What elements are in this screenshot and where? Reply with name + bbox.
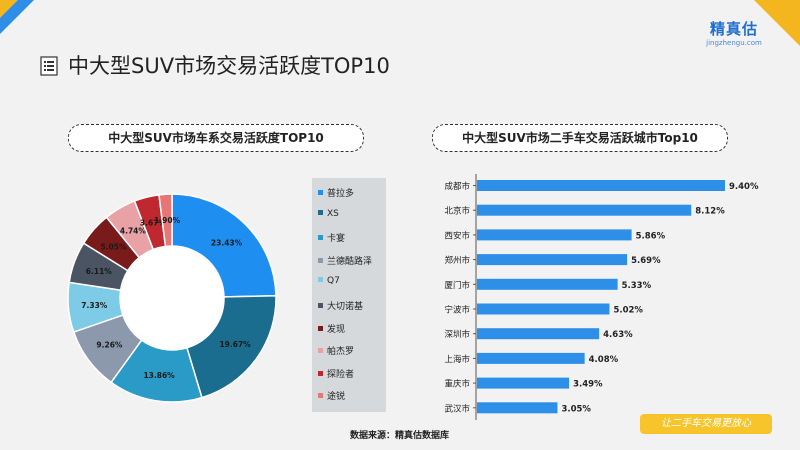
legend-item: 卡宴 (318, 231, 345, 244)
data-source-note: 数据来源：精真估数据库 (350, 431, 450, 441)
bar-category-label: 厦门市 (444, 280, 470, 291)
donut-slice-label: 4.74% (120, 227, 147, 236)
bar-value-label: 4.08% (589, 355, 619, 365)
donut-panel-title: 中大型SUV市场车系交易活跃度TOP10 (68, 124, 364, 152)
bar-panel-title: 中大型SUV市场二手车交易活跃城市Top10 (432, 124, 728, 152)
legend-item: 发现 (318, 322, 345, 335)
bar (477, 352, 585, 364)
donut-slice-label: 7.33% (81, 301, 108, 310)
bar-category-label: 西安市 (444, 230, 470, 241)
legend-item: 途锐 (318, 389, 345, 402)
page-title: 中大型SUV市场交易活跃度TOP10 (68, 54, 390, 78)
bar-category-label: 郑州市 (444, 255, 470, 266)
bar-value-label: 3.49% (573, 380, 603, 390)
donut-slice (171, 193, 277, 298)
bar-value-label: 5.69% (631, 256, 661, 266)
bar (477, 254, 628, 266)
legend-swatch (318, 303, 323, 308)
bar-category-label: 成都市 (444, 181, 470, 192)
donut-slice-label: 23.43% (211, 238, 243, 247)
bar-value-label: 9.40% (729, 182, 759, 192)
donut-chart: 23.43% 19.67% 13.86% 9.26% 7.33% 6.11% 5.05% 4.… (67, 193, 277, 403)
legend-label: XS (327, 208, 339, 219)
bar (477, 204, 692, 216)
legend-item: Q7 (318, 276, 340, 286)
corner-decoration-right (754, 0, 800, 46)
legend-swatch (318, 348, 323, 354)
donut-hole (121, 247, 223, 349)
legend-swatch (318, 370, 323, 376)
legend-label: 普拉多 (327, 189, 355, 199)
bar-category-label: 上海市 (444, 354, 470, 365)
legend-item: 帕杰罗 (318, 344, 354, 357)
bar (477, 328, 600, 340)
bar (477, 278, 618, 290)
donut-slice-label: 19.67% (219, 340, 251, 349)
donut-slice-label: 5.05% (100, 242, 127, 251)
donut-slice (158, 193, 173, 248)
legend-swatch (318, 209, 323, 215)
bar-value-label: 5.86% (636, 231, 666, 241)
slogan-badge: 让二手车交易更放心 (640, 414, 772, 434)
bar-value-label: 8.12% (695, 207, 725, 217)
bar (477, 402, 558, 414)
bar-category-label: 武汉市 (444, 403, 470, 414)
legend-swatch (318, 190, 323, 195)
legend-item: 大切诺基 (318, 299, 363, 312)
chart-legend: 普拉多 XS 卡宴兰德酷路泽 Q7 大切诺基发现帕杰罗探险者途锐 (312, 178, 386, 412)
legend-item: 探险者 (318, 367, 354, 380)
legend-label: 探险者 (327, 369, 355, 380)
city-bar-chart: 成都市 9.40% 北京市 8.12% 西安市 5.86% 郑州市 5.69% 厦门市 5.33%… (444, 174, 759, 420)
donut-slice-label: 13.86% (143, 371, 175, 380)
bar-value-label: 4.63% (603, 330, 633, 340)
legend-label: 大切诺基 (327, 302, 364, 312)
bar-category-label: 宁波市 (444, 305, 470, 316)
bar (477, 303, 610, 315)
donut-slice-label: 1.90% (154, 216, 181, 225)
legend-item: 兰德酷路泽 (318, 254, 372, 267)
logo-subtext: jingzhengu.com (706, 39, 762, 47)
brand-logo: 精真估 jingzhengu.com (702, 18, 766, 47)
bar-category-label: 重庆市 (444, 379, 470, 390)
legend-label: 发现 (327, 324, 346, 335)
legend-swatch (318, 235, 323, 241)
corner-decoration-accent (0, 0, 18, 18)
donut-slice-label: 6.11% (86, 267, 113, 276)
bar-category-label: 深圳市 (444, 329, 470, 340)
legend-label: 帕杰罗 (327, 347, 355, 358)
bar-value-label: 5.02% (613, 306, 643, 316)
logo-text: 精真估 (709, 20, 758, 38)
document-icon (40, 56, 58, 76)
bar-value-label: 3.05% (561, 404, 591, 414)
legend-label: Q7 (327, 276, 340, 287)
legend-label: 途锐 (327, 392, 346, 403)
legend-swatch (318, 393, 323, 399)
legend-swatch (318, 325, 323, 331)
donut-slice-label: 3.67% (140, 218, 167, 227)
donut-slice-label: 9.26% (96, 341, 123, 350)
bar (477, 180, 725, 191)
bar (477, 377, 570, 389)
legend-item: XS (318, 209, 339, 219)
bar-category-label: 北京市 (444, 206, 470, 217)
legend-label: 兰德酷路泽 (327, 256, 373, 267)
bar (477, 229, 632, 241)
legend-item: 普拉多 (318, 186, 354, 199)
bar-value-label: 5.33% (622, 281, 652, 291)
legend-swatch (318, 257, 323, 263)
legend-label: 卡宴 (327, 234, 346, 245)
legend-swatch (318, 277, 323, 283)
